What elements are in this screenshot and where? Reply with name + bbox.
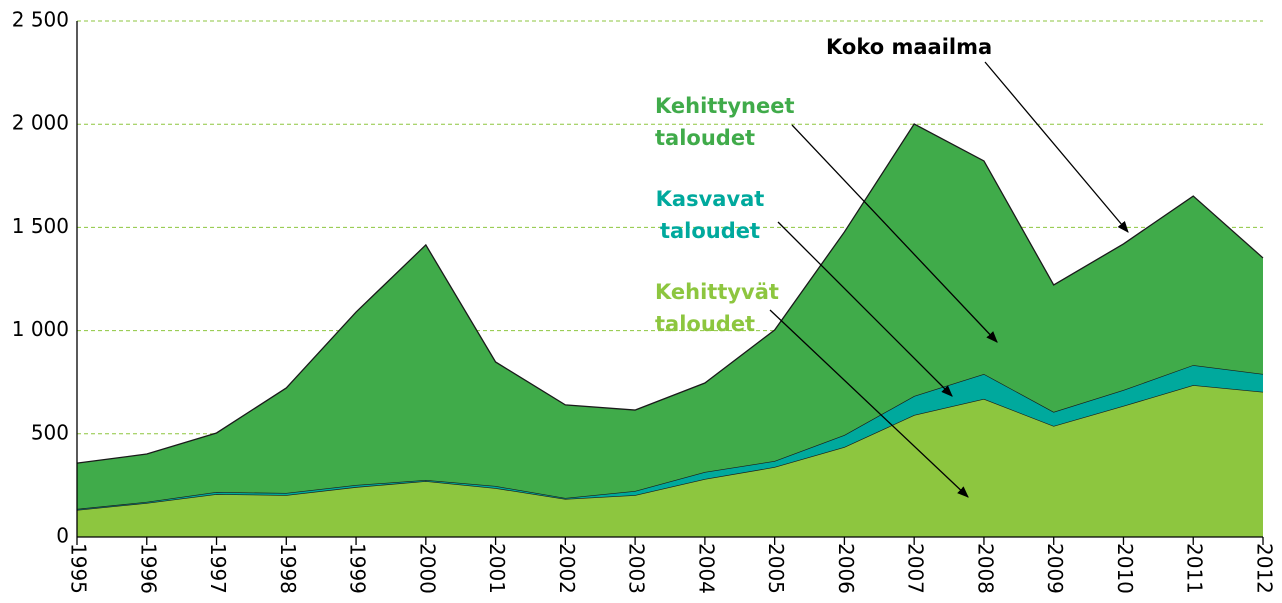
- y-tick-label: 2 000: [12, 111, 69, 135]
- arrow: [984, 61, 1129, 233]
- x-tick-label: 2000: [415, 543, 439, 594]
- y-tick-label: 1 500: [12, 214, 69, 238]
- x-tick-label: 2011: [1183, 543, 1207, 594]
- x-tick-label: 2012: [1253, 543, 1277, 594]
- x-tick-label: 2010: [1113, 543, 1137, 594]
- y-tick-label: 0: [56, 524, 69, 548]
- arrows: [769, 61, 1129, 498]
- x-tick-label: 2003: [625, 543, 649, 594]
- x-tick-label: 2002: [555, 543, 579, 594]
- annotation: Koko maailma: [826, 35, 993, 59]
- series-label: Kehittyneet taloudet: [655, 94, 795, 150]
- arrow: [777, 221, 953, 397]
- area: [77, 123, 1263, 509]
- x-tick-label: 2007: [904, 543, 928, 594]
- x-tick-label: 2006: [834, 543, 858, 594]
- x-tick-label: 2005: [764, 543, 788, 594]
- x-tick-label: 1998: [276, 543, 300, 594]
- x-tick-label: 1999: [346, 543, 370, 594]
- y-tick-label: 500: [31, 420, 69, 444]
- arrow: [769, 309, 969, 498]
- arrow: [791, 124, 998, 343]
- x-tick-label: 2004: [694, 543, 718, 594]
- series-label: Kehittyvät taloudet: [655, 280, 779, 336]
- y-tick-label: 2 500: [12, 8, 69, 32]
- x-tick-label: 1995: [67, 543, 91, 594]
- series-label: Kasvavat taloudet: [655, 187, 765, 243]
- area-edge: [76, 384, 1264, 511]
- x-tick-label: 2009: [1043, 543, 1067, 594]
- x-tick-label: 2001: [485, 543, 509, 594]
- x-tick-label: 2008: [973, 543, 997, 594]
- x-tick-label: 1997: [206, 543, 230, 594]
- x-tick-label: 1996: [136, 543, 160, 594]
- plot-area: [76, 20, 1264, 545]
- area: [77, 385, 1263, 537]
- area-edge: [76, 123, 1264, 464]
- y-tick-label: 1 000: [12, 317, 69, 341]
- area: [77, 365, 1263, 510]
